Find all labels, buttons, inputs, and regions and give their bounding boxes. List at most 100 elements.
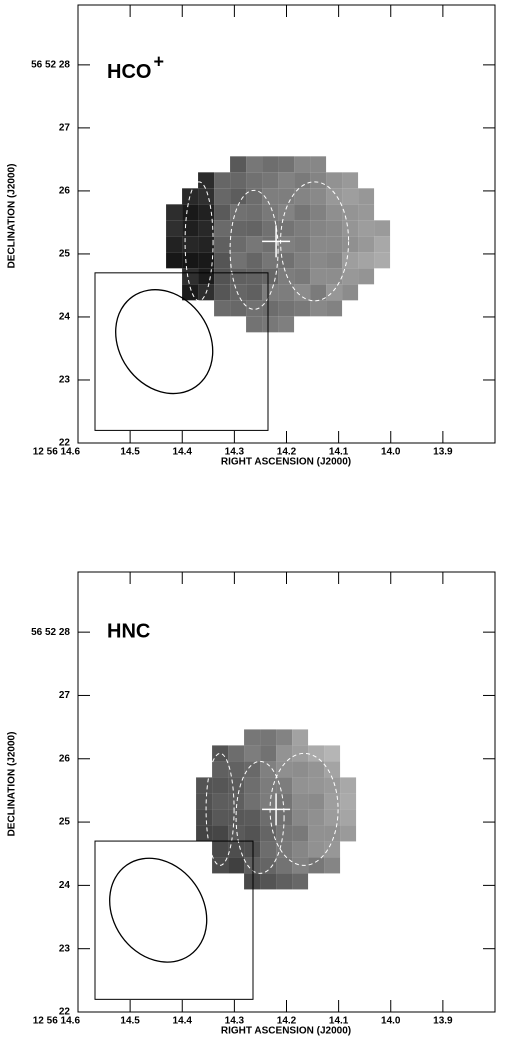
map-pixel (182, 268, 199, 285)
map-pixel (246, 188, 263, 205)
map-pixel (324, 841, 341, 858)
map-pixel (228, 793, 245, 810)
map-pixel (246, 156, 263, 173)
map-pixel (198, 252, 215, 269)
map-pixel (278, 236, 295, 253)
map-pixel (358, 204, 375, 221)
map-pixel (324, 825, 341, 842)
contour (235, 760, 285, 874)
map-pixel (230, 268, 247, 285)
map-pixel (310, 252, 327, 269)
map-pixel (182, 284, 199, 301)
map-pixel (230, 156, 247, 173)
map-pixel (260, 857, 277, 874)
map-pixel (278, 204, 295, 221)
map-pixel (278, 268, 295, 285)
map-pixel (262, 156, 279, 173)
map-pixel (244, 777, 261, 794)
map-pixel (230, 172, 247, 189)
map-pixel (276, 793, 293, 810)
map-pixel (324, 857, 341, 874)
beam-box (94, 272, 269, 431)
map-pixel (310, 172, 327, 189)
map-pixel (262, 300, 279, 317)
map-pixel (182, 252, 199, 269)
map-pixel (326, 252, 343, 269)
map-pixel (326, 220, 343, 237)
map-pixel (310, 236, 327, 253)
map-pixel (244, 745, 261, 762)
map-pixel (294, 300, 311, 317)
x-tick-label: 14.3 (225, 1016, 245, 1027)
map-pixel (262, 252, 279, 269)
map-pixel (212, 793, 229, 810)
map-pixel (228, 841, 245, 858)
x-tick-label: 14.4 (173, 1016, 193, 1027)
image-map (166, 156, 391, 333)
map-pixel (294, 156, 311, 173)
map-pixel (166, 236, 183, 253)
map-pixel (214, 220, 231, 237)
map-pixel (294, 252, 311, 269)
map-pixel (244, 809, 261, 826)
map-pixel (214, 172, 231, 189)
map-pixel (278, 172, 295, 189)
map-pixel (308, 825, 325, 842)
map-pixel (358, 252, 375, 269)
map-pixel (308, 841, 325, 858)
map-pixel (230, 252, 247, 269)
map-pixel (340, 809, 357, 826)
map-pixel (358, 220, 375, 237)
map-pixel (308, 761, 325, 778)
y-tick-label: 27 (59, 690, 71, 701)
y-axis-label: DECLINATION (J2000) (7, 164, 18, 269)
map-pixel (294, 236, 311, 253)
map-pixel (230, 300, 247, 317)
map-pixel (166, 204, 183, 221)
map-pixel (214, 268, 231, 285)
map-pixel (342, 188, 359, 205)
map-pixel (262, 172, 279, 189)
y-tick-label: 25 (59, 817, 71, 828)
map-pixel (196, 777, 213, 794)
map-pixel (228, 809, 245, 826)
map-pixel (260, 793, 277, 810)
map-pixel (310, 220, 327, 237)
map-pixel (212, 761, 229, 778)
map-pixel (342, 204, 359, 221)
panel-title-superscript: + (153, 52, 164, 72)
map-pixel (342, 172, 359, 189)
map-pixel (374, 236, 391, 253)
map-pixel (228, 777, 245, 794)
x-tick-label: 14.0 (381, 1016, 401, 1027)
map-pixel (308, 809, 325, 826)
map-pixel (260, 809, 277, 826)
x-tick-label: 14.3 (225, 447, 245, 458)
map-pixel (260, 729, 277, 746)
map-pixel (326, 204, 343, 221)
x-tick-label: 14.4 (173, 447, 193, 458)
map-pixel (198, 204, 215, 221)
map-pixel (342, 252, 359, 269)
beam-box (94, 840, 254, 1000)
map-pixel (276, 745, 293, 762)
map-pixel (262, 220, 279, 237)
map-pixel (310, 300, 327, 317)
map-pixel (294, 172, 311, 189)
map-pixel (278, 316, 295, 333)
map-pixel (294, 268, 311, 285)
map-pixel (342, 284, 359, 301)
map-pixel (244, 729, 261, 746)
map-pixel (244, 825, 261, 842)
map-pixel (262, 268, 279, 285)
map-pixel (246, 300, 263, 317)
map-pixel (292, 825, 309, 842)
y-tick-label: 26 (59, 186, 71, 197)
map-pixel (198, 188, 215, 205)
y-tick-label: 25 (59, 249, 71, 260)
map-pixel (182, 204, 199, 221)
map-pixel (358, 268, 375, 285)
y-tick-label: 23 (59, 943, 71, 954)
map-pixel (292, 809, 309, 826)
map-pixel (214, 300, 231, 317)
